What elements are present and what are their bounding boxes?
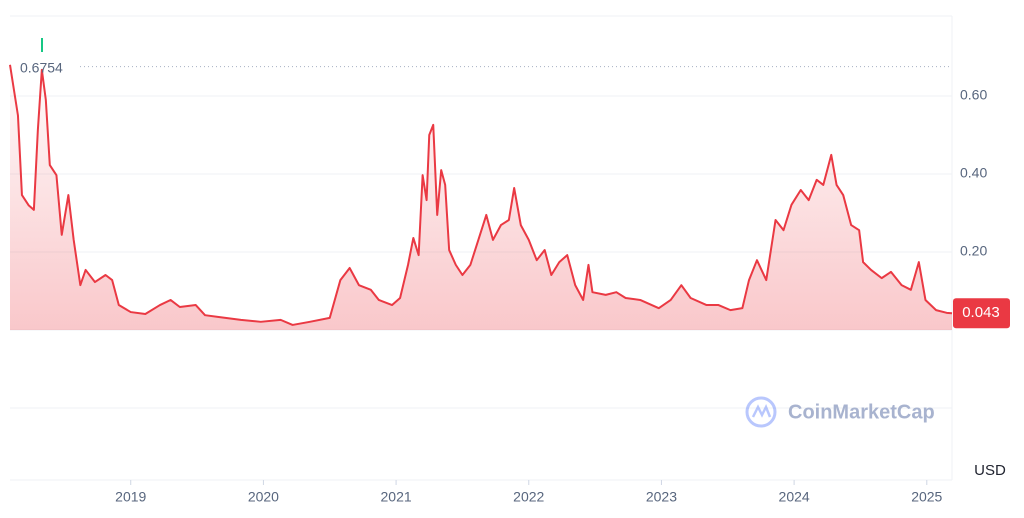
y-tick-label: 0.40 bbox=[960, 165, 987, 181]
max-price-label: 0.6754 bbox=[20, 59, 63, 75]
x-tick-label: 2022 bbox=[513, 489, 544, 505]
x-tick-label: 2021 bbox=[381, 489, 412, 505]
y-tick-label: 0.60 bbox=[960, 87, 987, 103]
y-tick-label: 0.20 bbox=[960, 243, 987, 259]
price-line bbox=[9, 64, 953, 326]
x-tick-label: 2025 bbox=[911, 489, 942, 505]
watermark: CoinMarketCap bbox=[788, 401, 935, 423]
x-tick-label: 2023 bbox=[646, 489, 677, 505]
last-price-box bbox=[953, 298, 1010, 329]
currency-label: USD bbox=[974, 462, 1006, 479]
last-price-label: 0.043 bbox=[962, 304, 1000, 321]
x-tick-label: 2019 bbox=[115, 489, 146, 505]
x-tick-label: 2024 bbox=[779, 489, 810, 505]
x-tick-label: 2020 bbox=[248, 489, 279, 505]
watermark-logo bbox=[745, 396, 777, 428]
area bbox=[10, 64, 952, 331]
